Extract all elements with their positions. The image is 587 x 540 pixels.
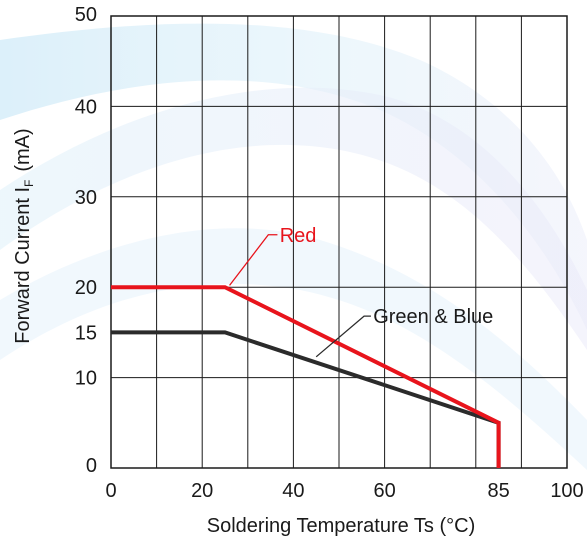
y-tick-label: 40	[75, 96, 97, 118]
green-blue-callout-leader	[315, 315, 371, 358]
red-series-label: Red	[280, 225, 317, 247]
y-axis-label-unit: (mA)	[12, 128, 34, 171]
green-blue-series-label: Green & Blue	[373, 306, 493, 328]
x-tick-label: 20	[191, 480, 213, 502]
plot-frame	[110, 15, 568, 469]
x-tick-label: 100	[550, 480, 583, 502]
y-tick-label: 30	[75, 187, 97, 209]
y-tick-label: 0	[86, 455, 97, 477]
y-tick-label: 15	[75, 322, 97, 344]
y-axis-label-main: Forward Current I	[12, 187, 34, 344]
y-tick-label: 50	[75, 4, 97, 26]
y-axis-label: Forward Current IF (mA)	[12, 128, 36, 343]
series-line-green-blue	[111, 330, 501, 468]
x-tick-labels: 0 20 40 60 85 100	[105, 480, 583, 502]
series-line-red	[111, 285, 501, 468]
y-tick-labels: 0 10 15 20 30 40 50	[75, 4, 97, 477]
y-tick-label: 10	[75, 368, 97, 390]
callout-layer: Red Green & Blue	[229, 225, 493, 358]
x-tick-label: 60	[373, 480, 395, 502]
y-tick-label: 20	[75, 277, 97, 299]
grid-lines	[111, 16, 567, 468]
x-axis-label: Soldering Temperature Ts (°C)	[207, 515, 476, 537]
x-tick-label: 85	[487, 480, 509, 502]
series-layer	[111, 285, 501, 468]
y-axis-label-subscript: F	[22, 180, 36, 187]
red-callout-leader	[229, 234, 278, 286]
x-tick-label: 0	[105, 480, 116, 502]
x-tick-label: 40	[282, 480, 304, 502]
